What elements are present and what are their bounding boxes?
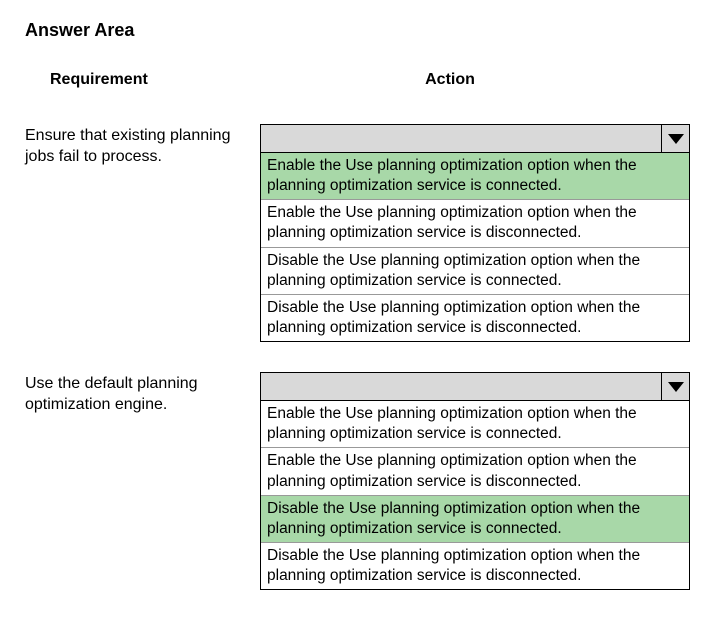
dropdown-box: Enable the Use planning optimization opt…: [260, 372, 690, 590]
column-headers: Requirement Action: [25, 71, 700, 89]
chevron-down-icon: [668, 382, 684, 392]
requirement-text: Ensure that existing planning jobs fail …: [25, 124, 260, 342]
requirement-row: Use the default planning optimization en…: [25, 372, 700, 590]
header-requirement: Requirement: [25, 71, 260, 89]
dropdown-option[interactable]: Disable the Use planning optimization op…: [261, 496, 689, 543]
requirement-text: Use the default planning optimization en…: [25, 372, 260, 590]
dropdown-toggle[interactable]: [661, 125, 689, 152]
action-cell: Enable the Use planning optimization opt…: [260, 124, 690, 342]
dropdown-toggle[interactable]: [661, 373, 689, 400]
action-cell: Enable the Use planning optimization opt…: [260, 372, 690, 590]
dropdown-header[interactable]: [261, 125, 689, 153]
page-title: Answer Area: [25, 20, 700, 41]
dropdown-option[interactable]: Enable the Use planning optimization opt…: [261, 401, 689, 448]
dropdown-header[interactable]: [261, 373, 689, 401]
dropdown-option[interactable]: Disable the Use planning optimization op…: [261, 248, 689, 295]
dropdown-option[interactable]: Enable the Use planning optimization opt…: [261, 153, 689, 200]
chevron-down-icon: [668, 134, 684, 144]
header-action: Action: [260, 71, 700, 89]
dropdown-option[interactable]: Enable the Use planning optimization opt…: [261, 200, 689, 247]
dropdown-option[interactable]: Enable the Use planning optimization opt…: [261, 448, 689, 495]
dropdown-option[interactable]: Disable the Use planning optimization op…: [261, 543, 689, 589]
dropdown-box: Enable the Use planning optimization opt…: [260, 124, 690, 342]
dropdown-option[interactable]: Disable the Use planning optimization op…: [261, 295, 689, 341]
requirement-row: Ensure that existing planning jobs fail …: [25, 124, 700, 342]
